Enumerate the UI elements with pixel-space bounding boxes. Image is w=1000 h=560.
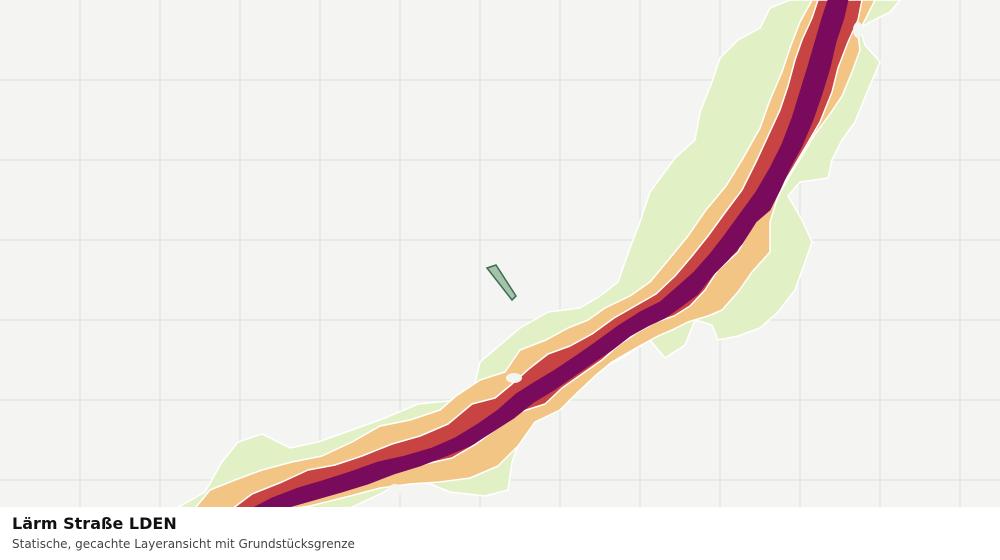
layer-subtitle: Statische, gecachte Layeransicht mit Gru…: [12, 537, 355, 551]
legend-fade: [0, 507, 380, 560]
layer-legend: Lärm Straße LDEN Statische, gecachte Lay…: [0, 507, 1000, 560]
parcel-boundary[interactable]: [485, 264, 517, 302]
zone-gap: [853, 22, 863, 38]
layer-title: Lärm Straße LDEN: [12, 514, 177, 533]
zone-gap: [506, 373, 522, 383]
zone-gap: [388, 484, 402, 496]
noise-zone-high: [244, 0, 849, 513]
